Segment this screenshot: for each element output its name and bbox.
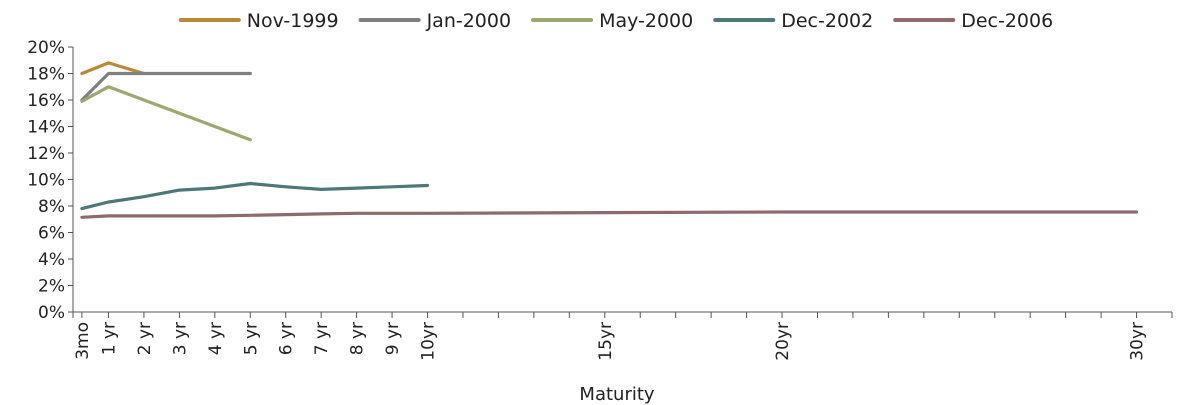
x-tick-label: 2 yr [135, 322, 155, 355]
series-line-nov-1999 [80, 61, 146, 76]
y-tick-label: 6% [38, 224, 65, 244]
y-axis: 0% 2% 4% 6% 8% 10% 12% 14% 16% 18% 20% [27, 38, 74, 323]
x-tick-label: 4 yr [206, 322, 226, 355]
y-tick-label: 12% [27, 144, 65, 164]
x-tick-label: 8 yr [348, 322, 368, 355]
x-tick-label: 20yr [773, 322, 793, 361]
series-line-dec-2006 [80, 210, 1139, 219]
y-tick-label: 18% [27, 65, 65, 85]
y-tick-label: 4% [38, 250, 65, 270]
x-axis-title: Maturity [579, 384, 654, 405]
y-tick-label: 16% [27, 91, 65, 111]
legend-label-dec-2002: Dec-2002 [781, 10, 873, 32]
x-tick-label: 1 yr [99, 322, 119, 355]
series-line-dec-2002 [80, 181, 430, 211]
x-tick-label: 5 yr [241, 322, 261, 355]
x-tick-label: 9 yr [383, 322, 403, 355]
x-axis: 3mo 1 yr 2 yr 3 yr 4 yr 5 yr 6 yr 7 yr 8 yr 9 yr 1… [72, 311, 1173, 361]
legend-label-may-2000: May-2000 [599, 10, 693, 32]
legend-label-dec-2006: Dec-2006 [961, 10, 1053, 32]
series-line-jan-2000 [80, 71, 252, 102]
y-tick-label: 14% [27, 118, 65, 138]
legend-label-jan-2000: Jan-2000 [426, 10, 512, 32]
legend-label-nov-1999: Nov-1999 [247, 10, 339, 32]
series-line-may-2000 [80, 85, 252, 142]
x-tick-label: 6 yr [277, 322, 297, 355]
plot-area [80, 61, 1139, 219]
x-tick-label: 30yr [1128, 322, 1148, 361]
y-tick-label: 8% [38, 197, 65, 217]
y-tick-label: 0% [38, 303, 65, 323]
x-tick-label: 15yr [596, 322, 616, 361]
y-tick-label: 10% [27, 171, 65, 191]
y-tick-label: 20% [27, 38, 65, 58]
x-tick-label: 7 yr [312, 322, 332, 355]
legend: Nov-1999 Jan-2000 May-2000 Dec-2002 Dec-2006 [178, 10, 1053, 32]
x-tick-label: 3mo [73, 322, 93, 360]
x-tick-label: 3 yr [170, 322, 190, 355]
x-tick-label: 10yr [419, 322, 439, 361]
y-tick-label: 2% [38, 277, 65, 297]
